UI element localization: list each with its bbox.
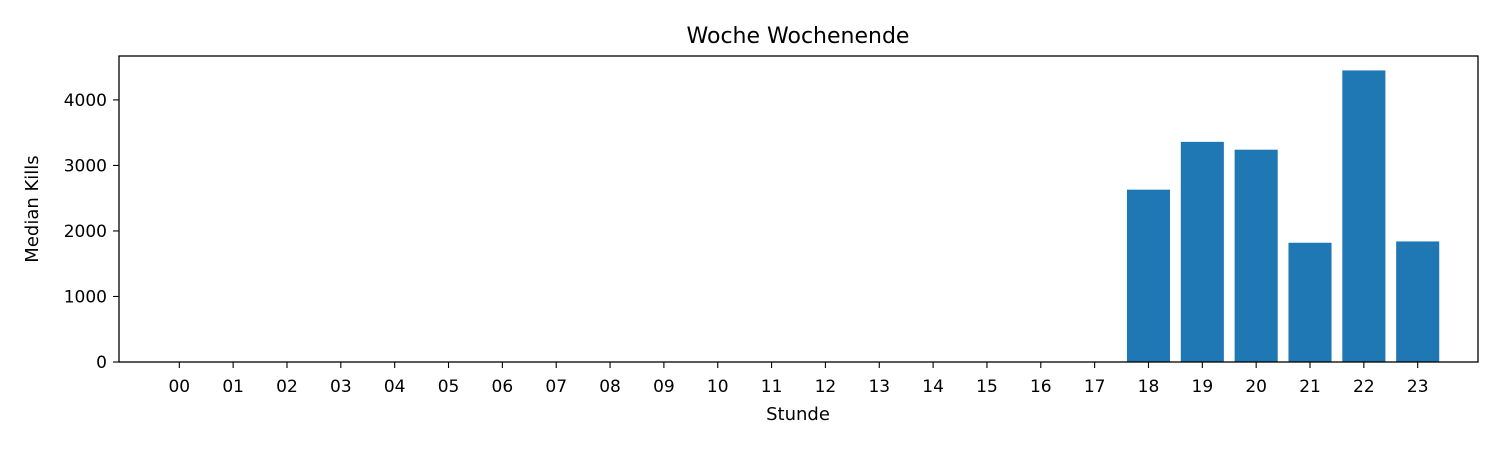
y-tick-label: 4000 xyxy=(64,91,107,111)
x-tick-label: 12 xyxy=(815,377,837,397)
x-tick-label: 03 xyxy=(330,377,352,397)
bar-20 xyxy=(1234,149,1278,362)
bar-19 xyxy=(1180,141,1224,362)
y-tick-label: 3000 xyxy=(64,156,107,176)
bar-18 xyxy=(1126,189,1171,362)
x-tick-label: 06 xyxy=(492,377,514,397)
x-tick-label: 14 xyxy=(922,377,944,397)
x-tick-label: 13 xyxy=(868,377,890,397)
x-tick-label: 19 xyxy=(1192,377,1214,397)
x-tick-label: 07 xyxy=(545,377,567,397)
plot-area-frame xyxy=(118,55,1479,363)
x-axis-label: Stunde xyxy=(766,404,830,425)
x-tick-label: 10 xyxy=(707,377,729,397)
x-tick-label: 18 xyxy=(1138,377,1160,397)
x-tick-label: 02 xyxy=(276,377,298,397)
bar-21 xyxy=(1288,242,1332,362)
y-axis-ticks: 0 1000 2000 3000 4000 xyxy=(64,91,119,373)
x-tick-label: 00 xyxy=(168,377,190,397)
x-tick-label: 16 xyxy=(1030,377,1052,397)
x-tick-label: 09 xyxy=(653,377,675,397)
x-tick-label: 01 xyxy=(222,377,244,397)
x-tick-label: 08 xyxy=(599,377,621,397)
x-tick-label: 17 xyxy=(1084,377,1106,397)
x-tick-label: 20 xyxy=(1245,377,1267,397)
x-tick-label: 04 xyxy=(384,377,406,397)
y-tick-label: 0 xyxy=(96,353,107,373)
y-tick-label: 1000 xyxy=(64,287,107,307)
x-tick-label: 22 xyxy=(1353,377,1375,397)
x-tick-label: 11 xyxy=(761,377,783,397)
y-tick-label: 2000 xyxy=(64,222,107,242)
y-axis-label: Median Kills xyxy=(22,155,43,262)
x-tick-label: 23 xyxy=(1407,377,1429,397)
bar-22 xyxy=(1342,70,1386,363)
x-tick-label: 05 xyxy=(438,377,460,397)
bars-group xyxy=(1126,70,1440,363)
chart-title: Woche Wochenende xyxy=(687,24,910,49)
x-tick-label: 15 xyxy=(976,377,998,397)
x-axis-ticks: 00 01 02 03 04 05 06 07 08 09 10 11 12 13 14 15 16 17 18 19… xyxy=(168,362,1429,397)
bar-23 xyxy=(1396,241,1440,362)
x-tick-label: 21 xyxy=(1299,377,1321,397)
